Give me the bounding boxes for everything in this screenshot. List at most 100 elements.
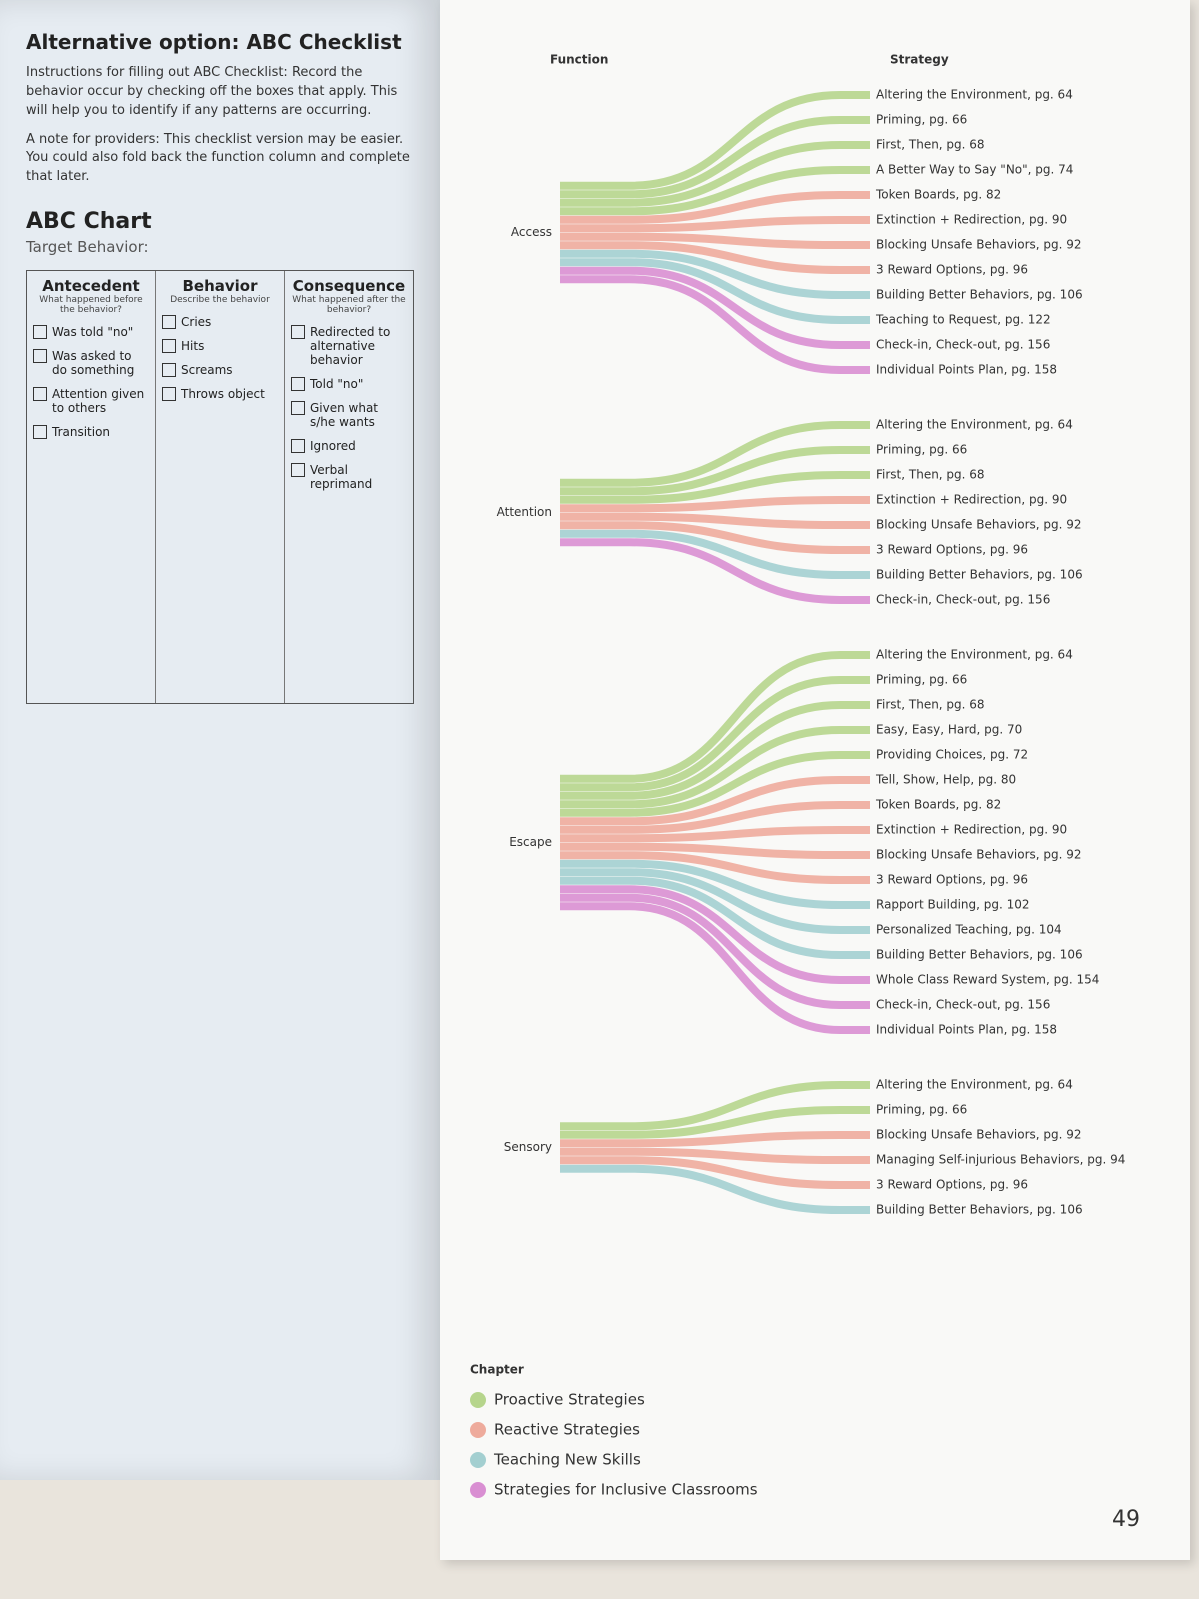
checkbox [33,349,47,364]
legend-label: Proactive Strategies [494,1391,645,1409]
strategy-label: Altering the Environment, pg. 64 [876,1078,1073,1092]
item-label: Told "no" [310,377,364,392]
flow-band [560,676,870,792]
strategy-label: Individual Points Plan, pg. 158 [876,363,1057,377]
strategy-label: Building Better Behaviors, pg. 106 [876,1203,1083,1217]
checklist-item: Redirected to alternative behavior [291,325,407,367]
strategy-label: Tell, Show, Help, pg. 80 [875,773,1016,787]
strategy-label: Building Better Behaviors, pg. 106 [876,568,1083,582]
flow-band [560,1156,870,1189]
flow-band [560,701,870,800]
flow-band [560,1081,870,1131]
function-label: Access [511,225,552,239]
strategy-label: Token Boards, pg. 82 [875,188,1001,202]
checkbox [162,363,176,378]
abc-column: Consequence What happened after the behav… [285,271,413,703]
strategy-label: Providing Choices, pg. 72 [876,748,1028,762]
chart-title: ABC Chart [26,209,152,235]
checklist-item: Given what s/he wants [291,401,407,429]
flow-band [560,1164,870,1214]
strategy-label: Blocking Unsafe Behaviors, pg. 92 [876,518,1082,532]
flow-band [560,141,870,207]
instructions: Instructions for filling out ABC Checkli… [26,65,398,118]
checkbox [33,425,47,440]
strategy-header: Strategy [890,53,949,67]
checkbox [162,387,176,402]
flow-band [560,421,870,487]
target-behavior: Target Behavior: [26,238,149,257]
column-title: Behavior [182,277,258,296]
checklist-item: Throws object [162,387,278,402]
item-label: Verbal reprimand [310,463,373,492]
flow-band [560,232,870,249]
flow-band [560,1106,870,1139]
flow-band [560,249,870,299]
strategy-label: Check-in, Check-out, pg. 156 [876,998,1050,1012]
column-subtitle: What happened after the behavior? [292,295,406,316]
item-label: Transition [52,425,111,440]
flow-band [560,651,870,783]
strategy-label: Check-in, Check-out, pg. 156 [876,593,1050,607]
flow-band [560,876,870,959]
function-header: Function [550,53,608,67]
flow-band [560,851,870,884]
function-label: Sensory [504,1140,552,1154]
checklist-item: Was asked to do something [33,349,149,377]
item-label: Attention given to others [52,387,145,416]
flow-band [560,116,870,199]
legend-swatch [470,1392,486,1408]
column-subtitle: What happened before the behavior? [39,295,143,316]
right-page: Function Strategy Chapter 49 Access Alter… [440,0,1190,1560]
flow-band [560,902,870,1034]
flow-band [560,216,870,233]
strategy-label: Teaching to Request, pg. 122 [875,313,1051,327]
checklist-item: Verbal reprimand [291,463,407,491]
flow-band [560,471,870,504]
flow-band [560,258,870,324]
abc-table: Antecedent What happened before the behav… [26,270,414,705]
strategy-label: Priming, pg. 66 [876,673,967,687]
legend-label: Strategies for Inclusive Classrooms [494,1481,758,1499]
strategy-label: Extinction + Redirection, pg. 90 [876,493,1067,507]
checkbox [291,463,305,478]
chapter-header: Chapter [470,1363,524,1377]
flow-band [560,893,870,1009]
checklist-item: Cries [162,315,278,330]
flow-band [560,751,870,817]
item-label: Cries [181,315,212,330]
flow-band [560,726,870,809]
strategy-label: 3 Reward Options, pg. 96 [876,873,1028,887]
strategy-label: First, Then, pg. 68 [876,698,985,712]
abc-column: Behavior Describe the behavior Cries Hits Sc… [156,271,285,704]
flow-band [560,776,870,826]
flow-band [560,801,870,834]
item-label: Ignored [310,439,356,454]
strategy-label: Priming, pg. 66 [876,113,967,127]
flow-band [560,446,870,496]
checkbox [162,339,176,354]
flow-band [560,885,870,984]
strategy-label: Easy, Easy, Hard, pg. 70 [876,723,1022,737]
abc-column: Antecedent What happened before the behav… [27,271,156,704]
checkbox [33,325,47,340]
checkbox [162,315,176,330]
strategy-label: A Better Way to Say "No", pg. 74 [876,163,1073,177]
legend-swatch [470,1482,486,1498]
function-label: Attention [497,505,552,519]
strategy-label: Priming, pg. 66 [876,1103,967,1117]
strategy-label: Individual Points Plan, pg. 158 [876,1023,1057,1037]
strategy-label: Altering the Environment, pg. 64 [876,418,1073,432]
column-title: Consequence [292,277,406,296]
strategy-label: Rapport Building, pg. 102 [876,898,1030,912]
checklist-item: Was told "no" [33,325,149,340]
strategy-label: Building Better Behaviors, pg. 106 [876,288,1083,302]
legend-label: Teaching New Skills [493,1451,641,1469]
checkbox [291,377,305,392]
function-label: Escape [509,835,552,849]
legend-swatch [470,1452,486,1468]
item-label: Throws object [181,387,265,402]
checkbox [291,401,305,416]
flow-band [560,512,870,529]
strategy-label: Blocking Unsafe Behaviors, pg. 92 [876,1128,1082,1142]
strategy-label: Altering the Environment, pg. 64 [876,648,1073,662]
